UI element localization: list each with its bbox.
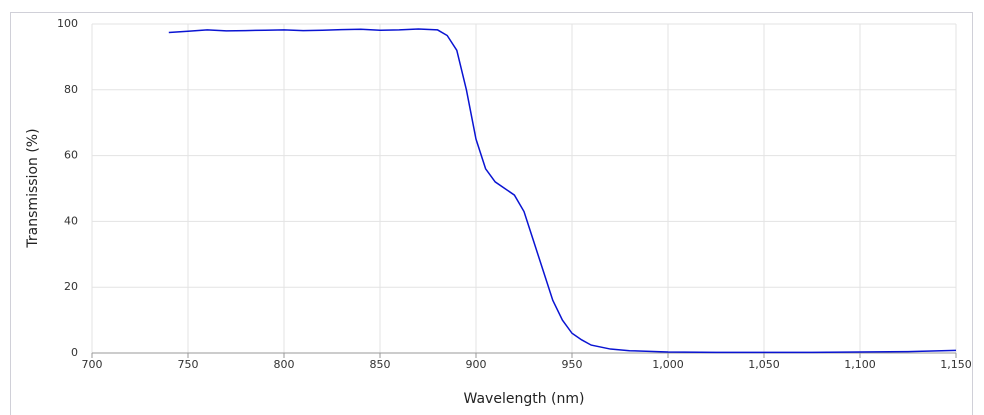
y-tick-label: 40 xyxy=(64,214,78,227)
y-tick-label: 20 xyxy=(64,280,78,293)
y-tick-label: 0 xyxy=(71,346,78,359)
x-axis-title: Wavelength (nm) xyxy=(464,391,585,407)
x-tick-label: 900 xyxy=(466,358,487,371)
x-tick-label: 1,150 xyxy=(940,358,972,371)
x-tick-label: 1,000 xyxy=(652,358,684,371)
x-tick-label: 850 xyxy=(370,358,391,371)
y-axis-title: Transmission (%) xyxy=(25,128,41,248)
y-tick-label: 80 xyxy=(64,83,78,96)
y-tick-label: 100 xyxy=(57,17,78,30)
x-tick-label: 800 xyxy=(274,358,295,371)
x-tick-label: 1,100 xyxy=(844,358,876,371)
y-tick-label: 60 xyxy=(64,149,78,162)
x-tick-label: 950 xyxy=(562,358,583,371)
x-tick-label: 1,050 xyxy=(748,358,780,371)
data-line xyxy=(168,28,957,354)
chart-frame xyxy=(10,12,973,415)
x-tick-label: 700 xyxy=(82,358,103,371)
x-tick-label: 750 xyxy=(178,358,199,371)
